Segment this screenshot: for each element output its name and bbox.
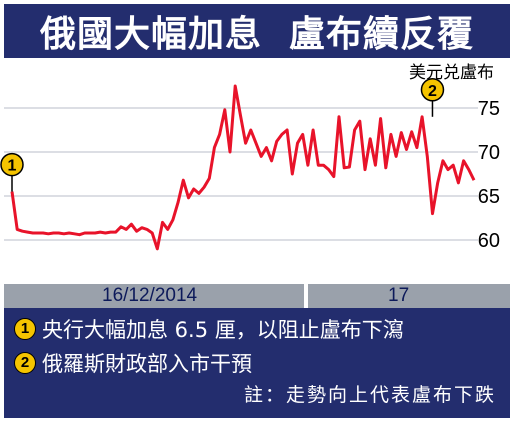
chart-area: 60 65 70 75 美元兑盧布 1 2 <box>0 63 500 252</box>
x-tick-label-date-1: 16/12/2014 <box>102 285 198 306</box>
note-item-1: 1 央行大幅加息 6.5 厘，以阻止盧布下瀉 <box>14 314 404 344</box>
note-item-2: 2 俄羅斯財政部入市干預 <box>14 348 252 378</box>
annotation-2-label: 2 <box>428 83 437 100</box>
x-tick-label-date-2: 17 <box>388 285 410 306</box>
annotation-1-badge <box>0 152 24 177</box>
note-1-number-badge: 1 <box>14 318 36 340</box>
series-line-usd-rub <box>10 84 476 251</box>
note-2-number-badge: 2 <box>14 352 36 374</box>
footnote: 註：走勢向上代表盧布下跌 <box>243 384 496 406</box>
notes-panel: 1 央行大幅加息 6.5 厘，以阻止盧布下瀉 2 俄羅斯財政部入市干預 註：走勢… <box>4 308 510 418</box>
y-tick-label-70: 70 <box>478 142 500 164</box>
y-tick-label-75: 75 <box>478 98 500 120</box>
annotation-2-badge <box>420 78 445 102</box>
annotation-1-label: 1 <box>8 158 17 175</box>
note-1-text: 央行大幅加息 6.5 厘，以阻止盧布下瀉 <box>42 318 404 342</box>
date-divider <box>304 284 308 308</box>
chart-title: 俄國大幅加息 盧布續反覆 <box>4 4 510 58</box>
y-tick-label-65: 65 <box>478 186 500 208</box>
y-tick-label-60: 60 <box>478 230 500 252</box>
x-axis-date-bar: 16/12/2014 17 <box>4 284 510 308</box>
y-axis-label: 美元兑盧布 <box>409 63 494 83</box>
note-2-text: 俄羅斯財政部入市干預 <box>42 352 252 376</box>
